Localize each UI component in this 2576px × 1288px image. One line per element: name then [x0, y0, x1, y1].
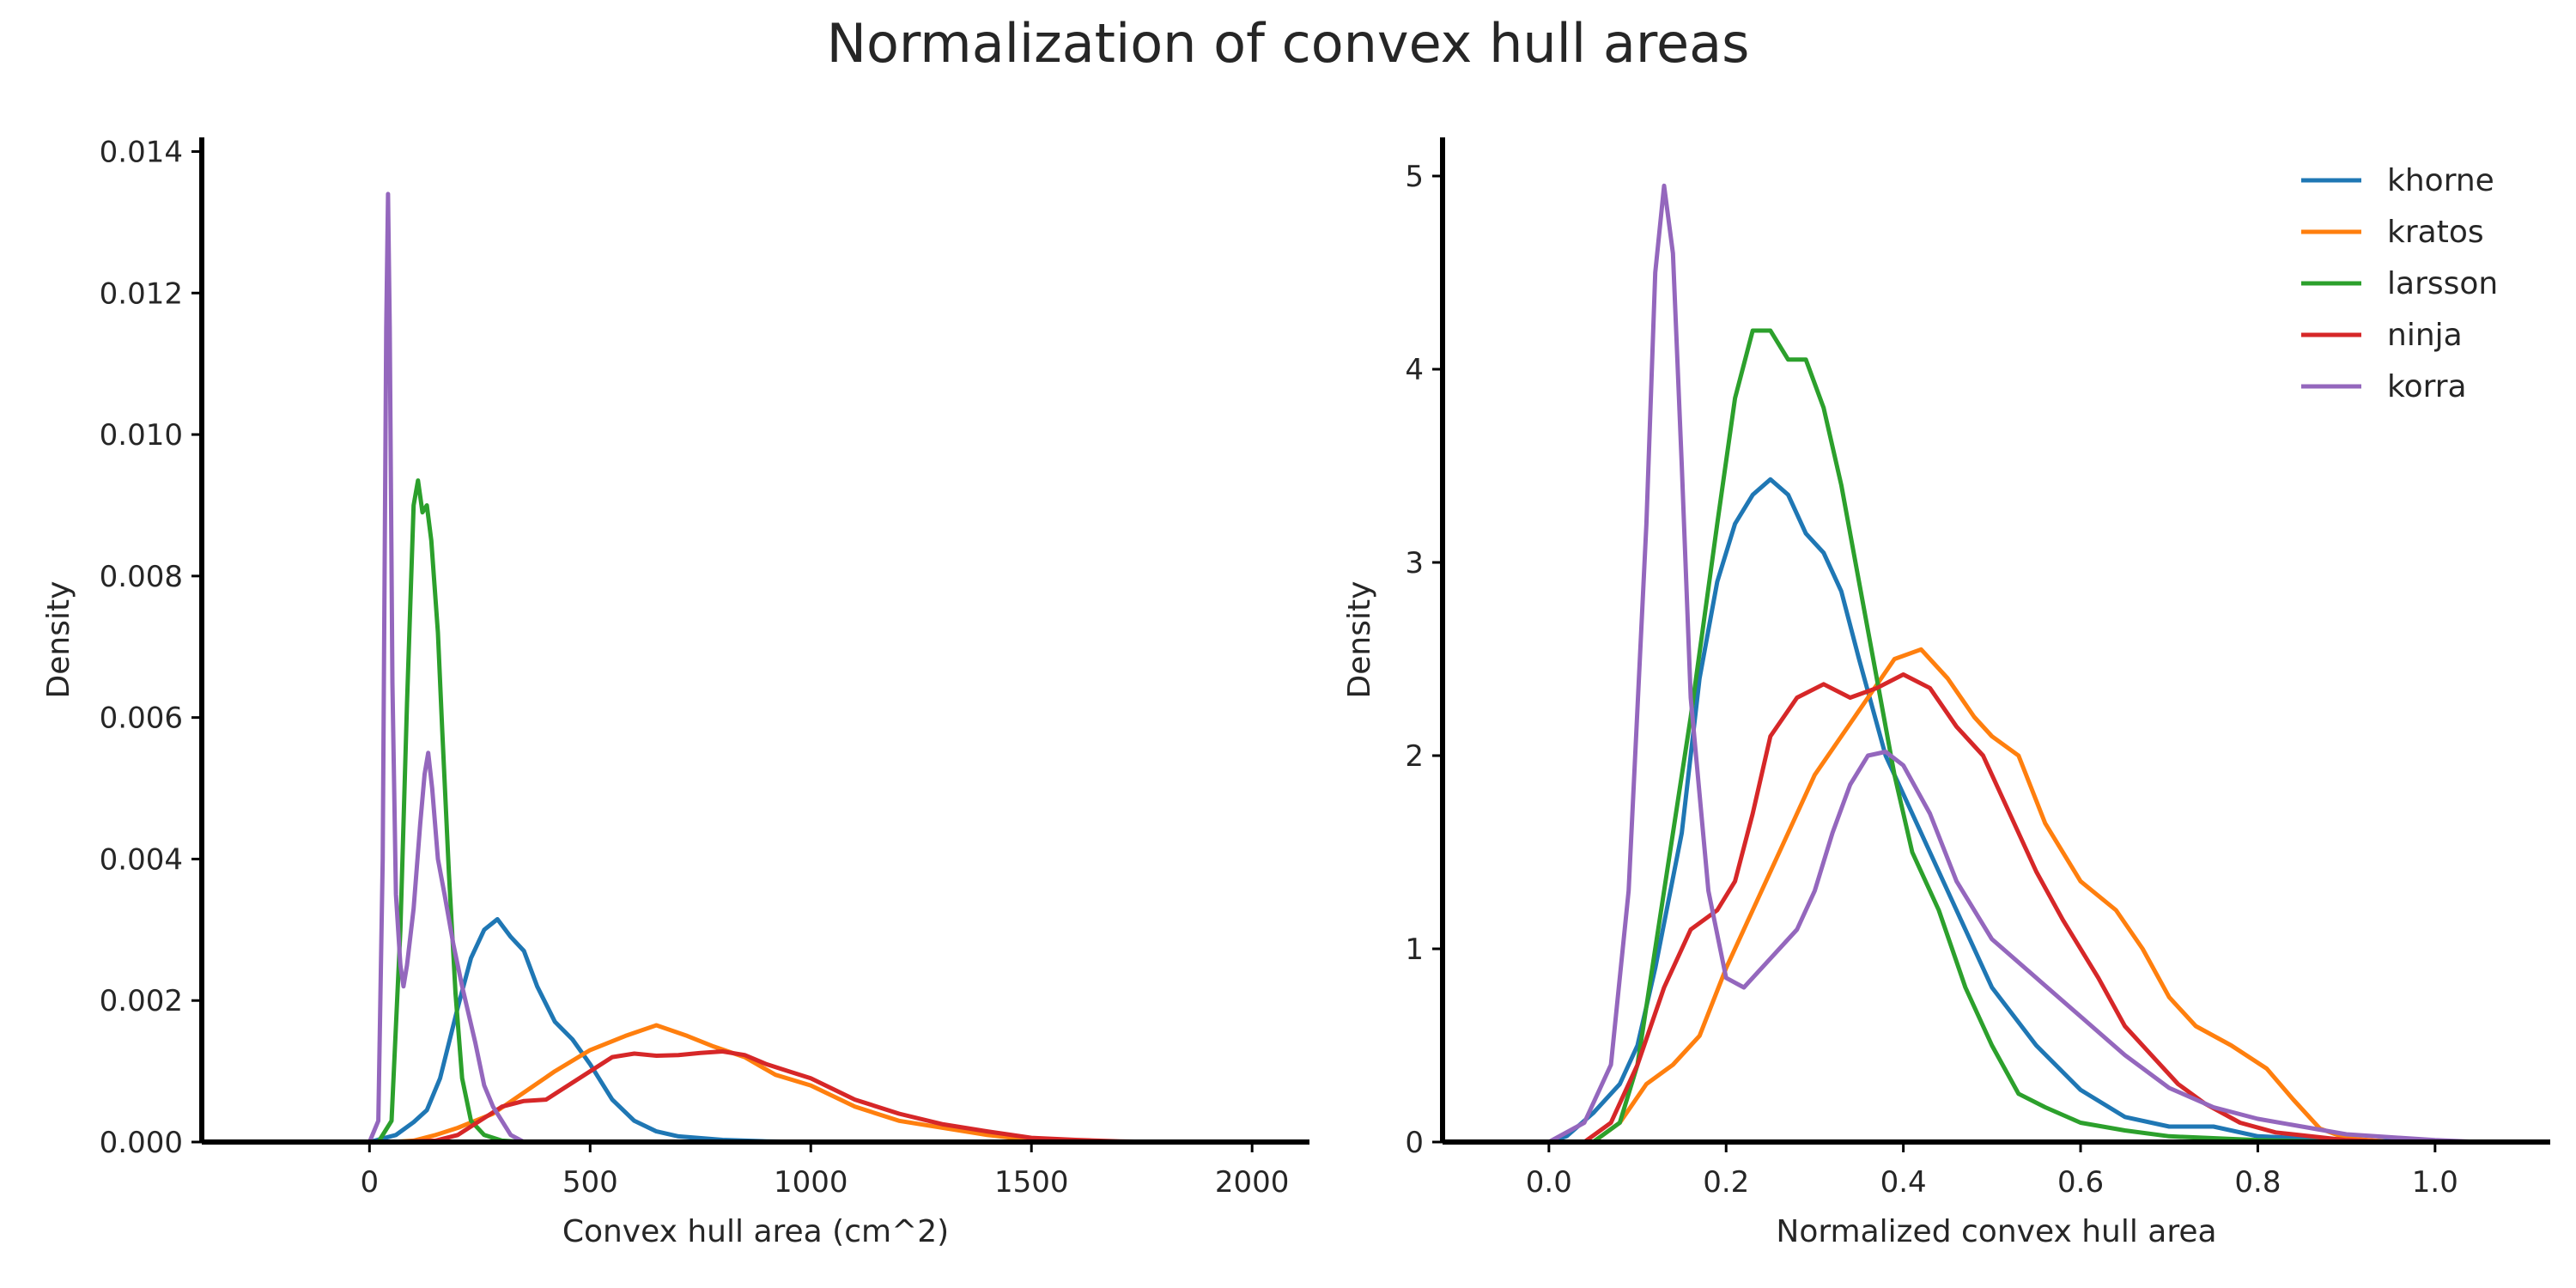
series-line-korra	[1546, 183, 2482, 1145]
series-line-korra	[367, 191, 526, 1145]
legend-label-kratos: kratos	[2387, 215, 2484, 250]
x-tick-label: 0.4	[1880, 1165, 1927, 1200]
y-tick-label: 0.004	[100, 842, 183, 877]
legend-label-ninja: ninja	[2387, 318, 2463, 353]
y-tick-label: 0.006	[100, 702, 183, 736]
y-axis-label: Density	[1342, 581, 1377, 699]
y-tick-label: 0.014	[100, 135, 183, 169]
subplot-2: 0.0 0.2 0.4 0.6 0.8 1.0 0 1 2 3 4 5 Normalized conve…	[1342, 137, 2550, 1249]
series-lines	[1546, 183, 2482, 1145]
x-tick-label: 0	[360, 1165, 379, 1200]
x-tick-label: 0.8	[2234, 1165, 2281, 1200]
legend-label-larsson: larsson	[2387, 266, 2498, 301]
x-tick-label: 2000	[1215, 1165, 1290, 1200]
series-line-kratos	[389, 1023, 1100, 1145]
y-tick-label: 0.002	[100, 984, 183, 1018]
y-tick-label: 0.012	[100, 276, 183, 311]
x-tick-label: 1500	[994, 1165, 1069, 1200]
x-axis-label: Normalized convex hull area	[1776, 1214, 2216, 1249]
y-tick-label: 1	[1405, 933, 1424, 967]
y-tick-label: 0.008	[100, 560, 183, 594]
y-tick-label: 0.010	[100, 418, 183, 453]
legend-label-korra: korra	[2387, 369, 2467, 404]
series-line-ninja	[1582, 672, 2393, 1145]
y-tick-label: 2	[1405, 739, 1424, 774]
x-tick-label: 0.0	[1526, 1165, 1572, 1200]
x-tick-label: 0.2	[1703, 1165, 1749, 1200]
legend: khorne kratos larsson ninja korra	[2301, 163, 2498, 404]
series-lines	[367, 191, 1166, 1145]
y-axis-label: Density	[41, 581, 76, 699]
y-tick-label: 3	[1405, 546, 1424, 580]
x-axis-label: Convex hull area (cm^2)	[562, 1214, 949, 1249]
x-tick-label: 500	[562, 1165, 618, 1200]
y-tick-label: 0	[1405, 1126, 1424, 1160]
series-line-ninja	[389, 1049, 1166, 1145]
x-tick-label: 1.0	[2412, 1165, 2458, 1200]
series-line-kratos	[1590, 647, 2393, 1145]
series-line-larsson	[1590, 328, 2349, 1145]
y-tick-label: 4	[1405, 353, 1424, 387]
x-tick-label: 1000	[774, 1165, 848, 1200]
subplot-1: 0 500 1000 1500 2000 0.000 0.002 0.004 0.006 0.00…	[41, 135, 1309, 1249]
y-tick-label: 5	[1405, 160, 1424, 194]
legend-label-khorne: khorne	[2387, 163, 2494, 198]
figure-title: Normalization of convex hull areas	[826, 12, 1750, 75]
x-tick-label: 0.6	[2057, 1165, 2104, 1200]
series-line-khorne	[367, 917, 813, 1145]
y-tick-label: 0.000	[100, 1126, 183, 1160]
